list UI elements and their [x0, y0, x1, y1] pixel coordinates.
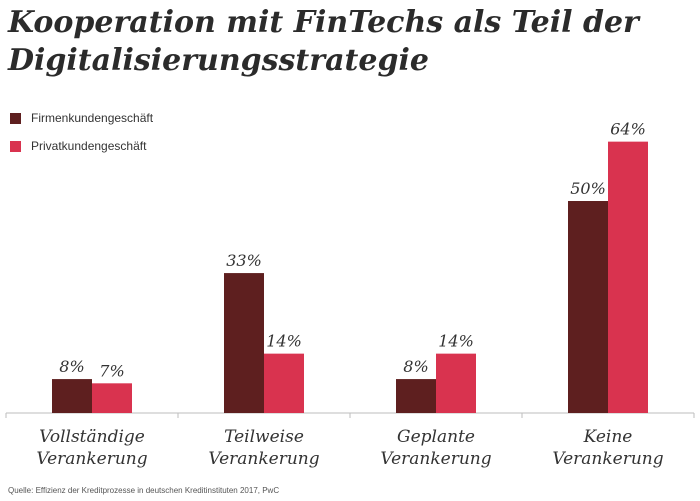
category-label-2-line-1: Verankerung — [380, 449, 491, 469]
bar-firmen-0 — [52, 379, 92, 413]
category-label-3-line-1: Verankerung — [552, 449, 663, 469]
legend-swatch-privat — [10, 140, 21, 152]
legend-item-firmen: Firmenkundengeschäft — [10, 110, 153, 126]
category-label-1-line-1: Verankerung — [208, 449, 319, 469]
data-label-privat-3: 64% — [610, 120, 646, 139]
data-label-privat-1: 14% — [266, 332, 302, 351]
category-label-1-line-0: Teilweise — [224, 427, 304, 447]
data-label-firmen-1: 33% — [226, 251, 262, 270]
chart-title: Kooperation mit FinTechs als Teil der Di… — [8, 5, 639, 78]
data-label-firmen-0: 8% — [59, 357, 84, 376]
legend-label-firmen: Firmenkundengeschäft — [31, 111, 154, 125]
category-label-2-line-0: Geplante — [397, 427, 475, 447]
bar-privat-1 — [264, 353, 304, 413]
bar-privat-0 — [92, 383, 132, 413]
bar-firmen-1 — [224, 273, 264, 413]
bar-privat-3 — [608, 141, 648, 413]
category-label-0-line-1: Verankerung — [36, 449, 147, 469]
bar-firmen-3 — [568, 201, 608, 413]
bar-firmen-2 — [396, 379, 436, 413]
data-label-privat-0: 7% — [99, 361, 124, 380]
legend-item-privat: Privatkundengeschäft — [10, 138, 153, 154]
legend-label-privat: Privatkundengeschäft — [31, 139, 147, 153]
data-label-firmen-3: 50% — [570, 179, 606, 198]
legend: Firmenkundengeschäft Privatkundengeschäf… — [10, 110, 153, 166]
bar-privat-2 — [436, 353, 476, 413]
category-label-0-line-0: Vollständige — [39, 427, 145, 447]
legend-swatch-firmen — [10, 112, 21, 124]
data-label-firmen-2: 8% — [403, 357, 428, 376]
category-label-3-line-0: Keine — [583, 427, 633, 447]
data-label-privat-2: 14% — [438, 332, 474, 351]
source-note: Quelle: Effizienz der Kreditprozesse in … — [8, 486, 280, 495]
